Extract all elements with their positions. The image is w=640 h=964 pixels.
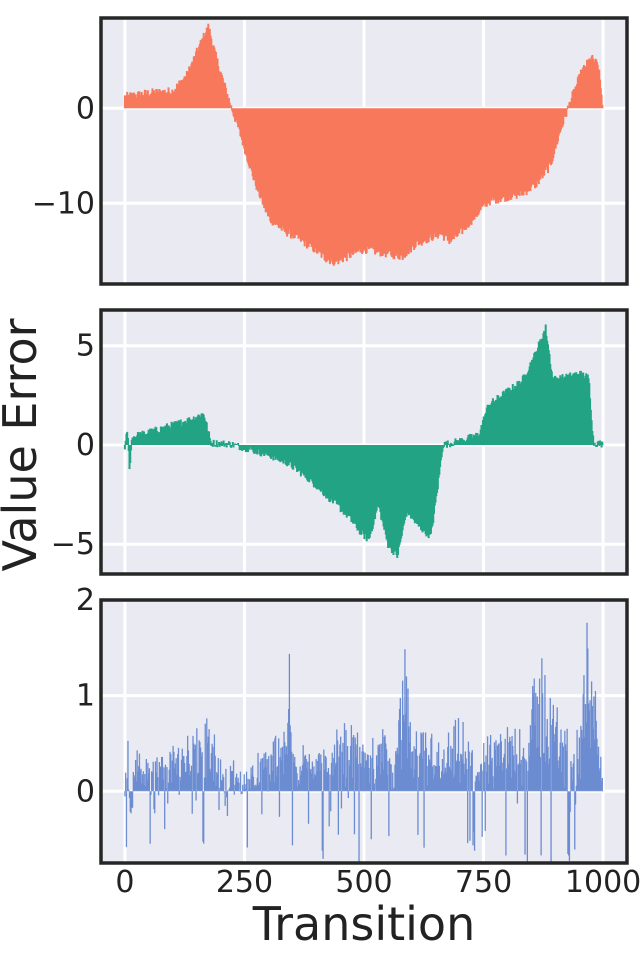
- series-area-bottom: [124, 622, 603, 863]
- panel-top: 0 −10: [32, 16, 629, 286]
- y-tick-label: 0: [76, 428, 95, 463]
- y-tick-label: −5: [51, 527, 95, 562]
- x-tick-label: 750: [455, 865, 512, 900]
- x-tick-label: 1000: [565, 865, 640, 900]
- y-tick-label: 0: [76, 91, 95, 126]
- y-tick-label: 2: [76, 583, 95, 618]
- y-axis-label: Value Error: [0, 318, 47, 571]
- plot-frame: [99, 598, 629, 865]
- x-tick-label: 250: [216, 865, 273, 900]
- panel-middle: 5 0 −5: [51, 308, 629, 576]
- series-area-middle: [123, 324, 604, 558]
- plot-frame: [99, 308, 629, 576]
- panel-bottom: 2 1 0 0 250 500 750 1000: [76, 583, 640, 900]
- y-tick-label: 0: [76, 774, 95, 809]
- y-tick-label: −10: [32, 186, 95, 221]
- y-tick-label: 1: [76, 679, 95, 714]
- series-area-top: [123, 23, 604, 266]
- y-tick-label: 5: [76, 329, 95, 364]
- series-strokes: [124, 622, 603, 863]
- series-strokes: [123, 324, 604, 558]
- x-tick-label: 500: [335, 865, 392, 900]
- series-strokes: [123, 23, 604, 266]
- plot-frame: [99, 16, 629, 286]
- x-axis-label: Transition: [252, 897, 475, 951]
- x-tick-label: 0: [115, 865, 134, 900]
